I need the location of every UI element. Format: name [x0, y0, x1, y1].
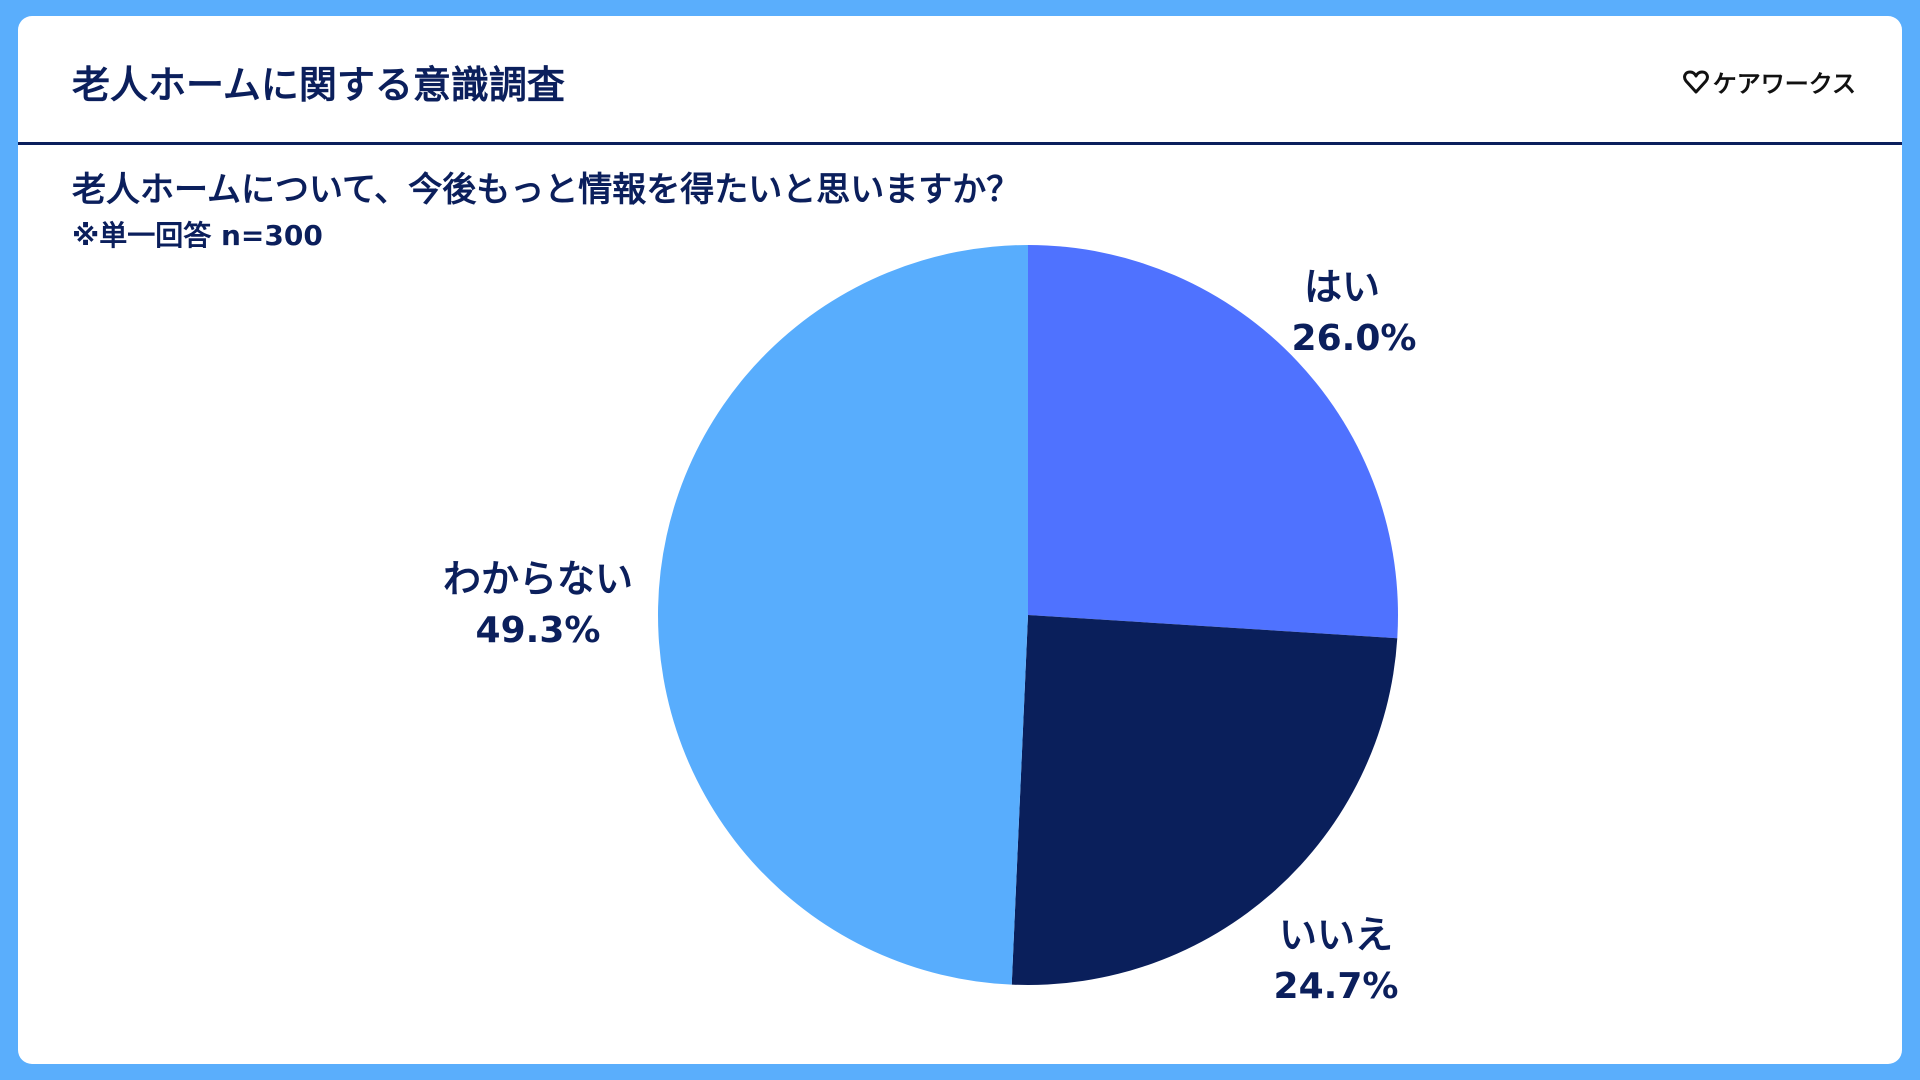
- pie-slice: [1011, 615, 1398, 986]
- pie-labels: はい 26.0% いいえ 24.7% わからない 49.3%: [443, 265, 1416, 1007]
- pie-slice: [1028, 245, 1398, 639]
- header: 老人ホームに関する意識調査 ケアワークス: [18, 16, 1902, 145]
- slice-value-label: 49.3%: [476, 610, 601, 651]
- heart-icon: [1682, 70, 1709, 93]
- slice-value-label: 26.0%: [1292, 318, 1417, 359]
- brand-name: ケアワークス: [1712, 70, 1856, 98]
- slice-category-label: はい: [1304, 265, 1380, 309]
- slice-category-label: いいえ: [1279, 913, 1393, 957]
- pie-slices: [657, 245, 1398, 986]
- chart-question: 老人ホームについて、今後もっと情報を得たいと思いますか？: [72, 170, 1021, 210]
- pie-slice: [657, 245, 1028, 985]
- brand-logo: ケアワークス: [1682, 64, 1856, 99]
- page-title: 老人ホームに関する意識調査: [72, 63, 565, 107]
- slice-category-label: わからない: [443, 557, 633, 601]
- chart-note: ※単一回答 n=300: [72, 219, 323, 252]
- slice-value-label: 24.7%: [1274, 966, 1399, 1007]
